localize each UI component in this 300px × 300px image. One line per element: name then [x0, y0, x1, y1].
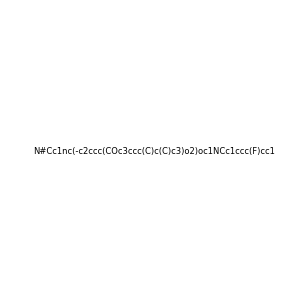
Text: N#Cc1nc(-c2ccc(COc3ccc(C)c(C)c3)o2)oc1NCc1ccc(F)cc1: N#Cc1nc(-c2ccc(COc3ccc(C)c(C)c3)o2)oc1NC…	[33, 147, 275, 156]
